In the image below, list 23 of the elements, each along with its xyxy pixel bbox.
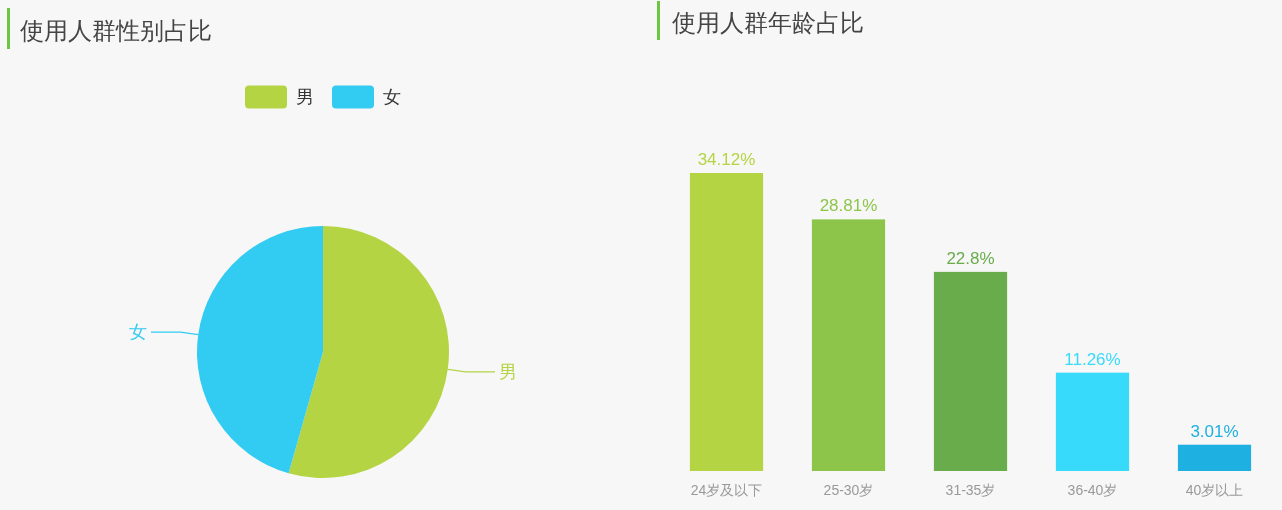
pie-slice	[197, 226, 323, 474]
x-tick-label: 36-40岁	[1067, 481, 1118, 498]
data-label: 3.01%	[1190, 421, 1239, 441]
data-label: 11.26%	[1064, 349, 1121, 369]
bar	[933, 271, 1008, 471]
legend-label: 女	[383, 87, 401, 108]
legend-label: 男	[296, 87, 314, 108]
x-tick-label: 31-35岁	[945, 481, 996, 498]
bar	[1055, 372, 1130, 471]
x-tick-label: 25-30岁	[823, 481, 874, 498]
bar	[1177, 444, 1252, 471]
data-label: 34.12%	[697, 150, 756, 169]
chart-title: 使用人群年龄占比	[672, 9, 864, 36]
data-label: 28.81%	[819, 196, 878, 216]
slice-label: 女	[129, 322, 147, 343]
bar	[811, 219, 886, 471]
data-label: 22.8%	[946, 248, 995, 268]
slice-label: 男	[499, 362, 517, 383]
bar	[689, 173, 764, 471]
pie-slice	[288, 226, 449, 478]
chart-title: 使用人群性别占比	[20, 17, 212, 44]
x-tick-label: 40岁以上	[1185, 481, 1244, 498]
x-tick-label: 24岁及以下	[690, 481, 763, 498]
